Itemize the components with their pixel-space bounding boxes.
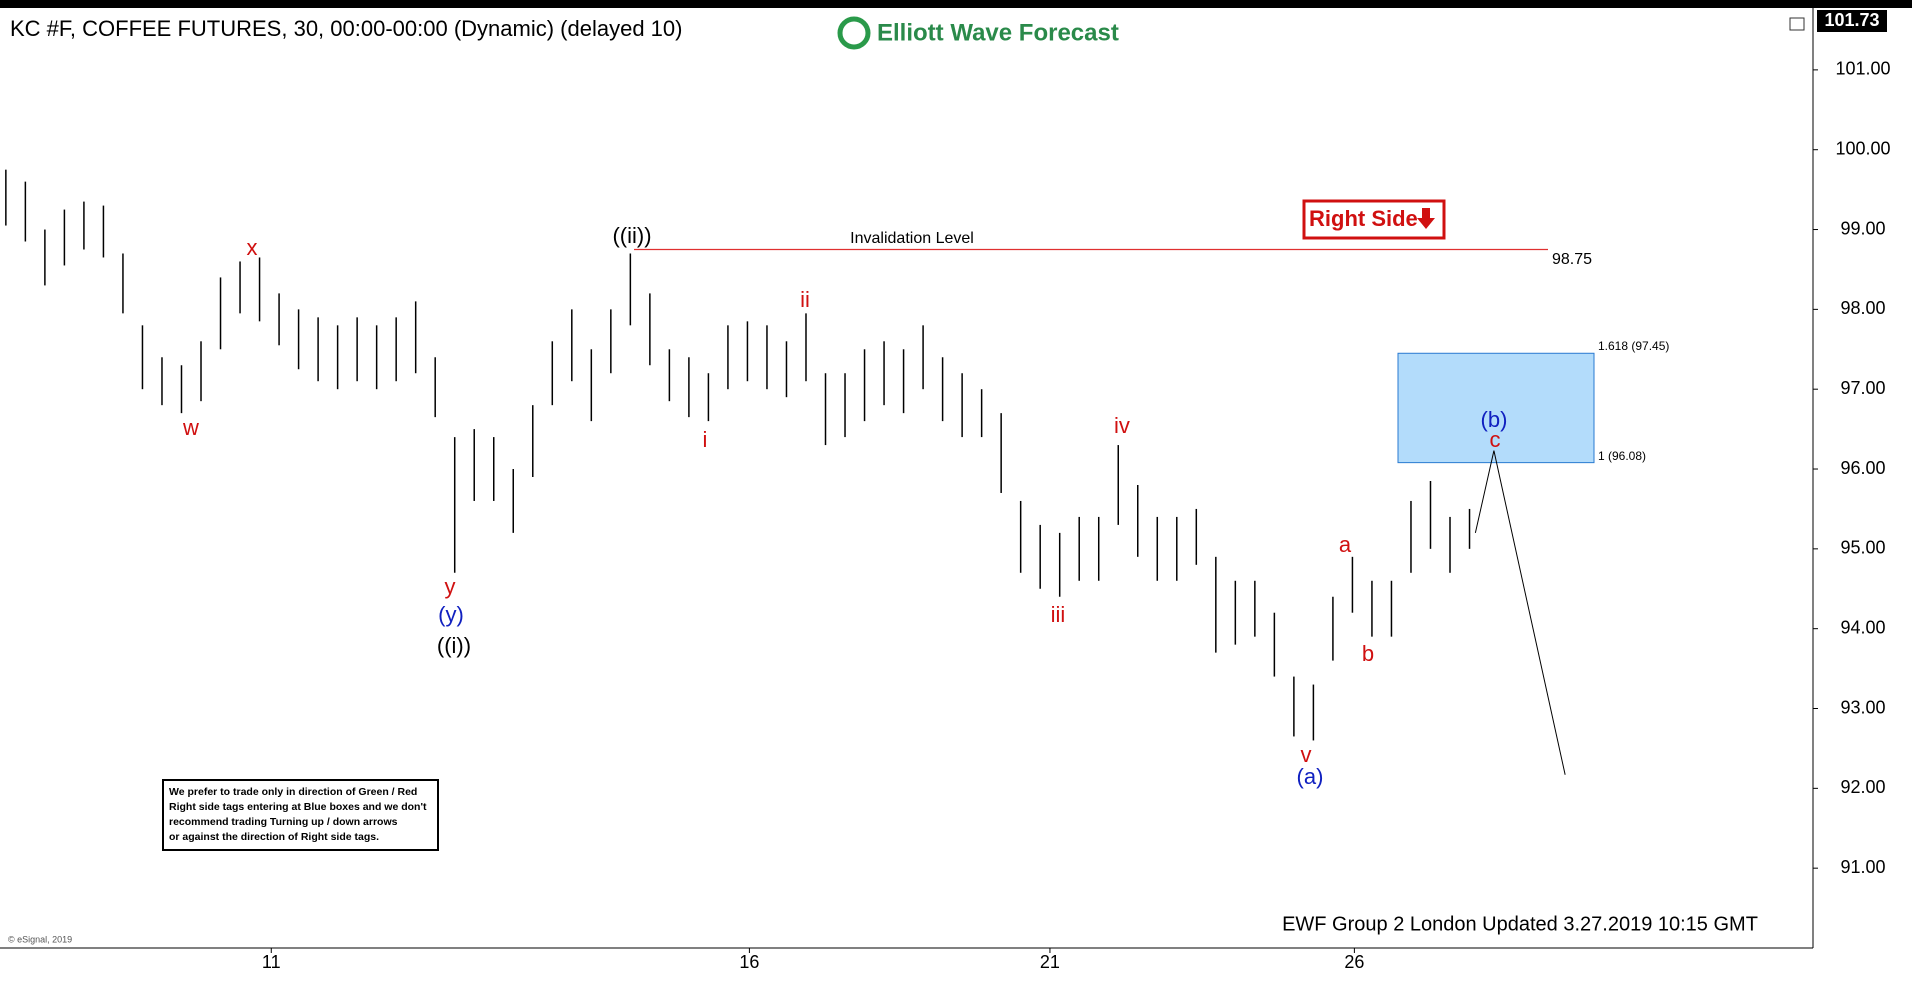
blue-box	[1397, 352, 1595, 464]
window-icon	[1789, 17, 1805, 31]
copyright: © eSignal, 2019	[8, 934, 72, 944]
invalidation-label: Invalidation Level	[850, 230, 974, 247]
wave-label: c	[1490, 427, 1501, 452]
right-side-text: Right Side	[1309, 206, 1418, 231]
logo-icon	[837, 16, 871, 50]
y-tick-label: 97.00	[1840, 378, 1885, 398]
y-tick-label: 100.00	[1835, 138, 1890, 158]
y-tick-label: 92.00	[1840, 777, 1885, 797]
box-bottom-label: 1 (96.08)	[1598, 449, 1646, 463]
wave-label: (b)	[1481, 407, 1508, 432]
projection-path	[1474, 450, 1566, 775]
wave-label: ii	[800, 287, 810, 312]
price-box	[1817, 10, 1887, 32]
wave-label: w	[182, 415, 199, 440]
x-tick-label: 21	[1040, 952, 1060, 972]
logo: Elliott Wave Forecast	[877, 19, 1119, 46]
wave-label: a	[1339, 532, 1352, 557]
y-tick-label: 93.00	[1840, 697, 1885, 717]
top-border	[0, 0, 1912, 8]
invalidation-value: 98.75	[1552, 251, 1592, 268]
y-tick-label: 94.00	[1840, 617, 1885, 637]
wave-label: ((i))	[437, 633, 471, 658]
y-tick-label: 95.00	[1840, 538, 1885, 558]
disclaimer-line: Right side tags entering at Blue boxes a…	[169, 801, 427, 813]
x-tick-label: 26	[1344, 952, 1364, 972]
plot	[5, 69, 1818, 953]
wave-label: iii	[1051, 602, 1066, 627]
chart-title: KC #F, COFFEE FUTURES, 30, 00:00-00:00 (…	[10, 16, 682, 41]
y-tick-label: 99.00	[1840, 218, 1885, 238]
last-price: 101.73	[1824, 10, 1879, 30]
wave-label: (a)	[1297, 764, 1324, 789]
x-tick-label: 11	[262, 952, 281, 972]
wave-label: x	[247, 235, 258, 260]
disclaimer-box	[162, 779, 439, 851]
y-tick-label: 98.00	[1840, 298, 1885, 318]
down-arrow	[1417, 208, 1435, 229]
wave-label: v	[1301, 742, 1312, 767]
wave-label: i	[703, 427, 708, 452]
disclaimer-line: recommend trading Turning up / down arro…	[169, 816, 398, 828]
wave-label: iv	[1114, 413, 1130, 438]
box-top-label: 1.618 (97.45)	[1598, 339, 1669, 353]
y-tick-label: 96.00	[1840, 458, 1885, 478]
wave-label: y	[445, 574, 456, 599]
disclaimer-line: or against the direction of Right side t…	[169, 831, 379, 843]
y-tick-label: 91.00	[1840, 857, 1885, 877]
wave-label: ((ii))	[612, 223, 651, 248]
disclaimer-line: We prefer to trade only in direction of …	[169, 786, 417, 798]
wave-label: (y)	[438, 602, 464, 627]
wave-label: b	[1362, 641, 1374, 666]
x-tick-label: 16	[739, 952, 759, 972]
footer: EWF Group 2 London Updated 3.27.2019 10:…	[1282, 913, 1758, 935]
y-tick-label: 101.00	[1835, 59, 1890, 79]
